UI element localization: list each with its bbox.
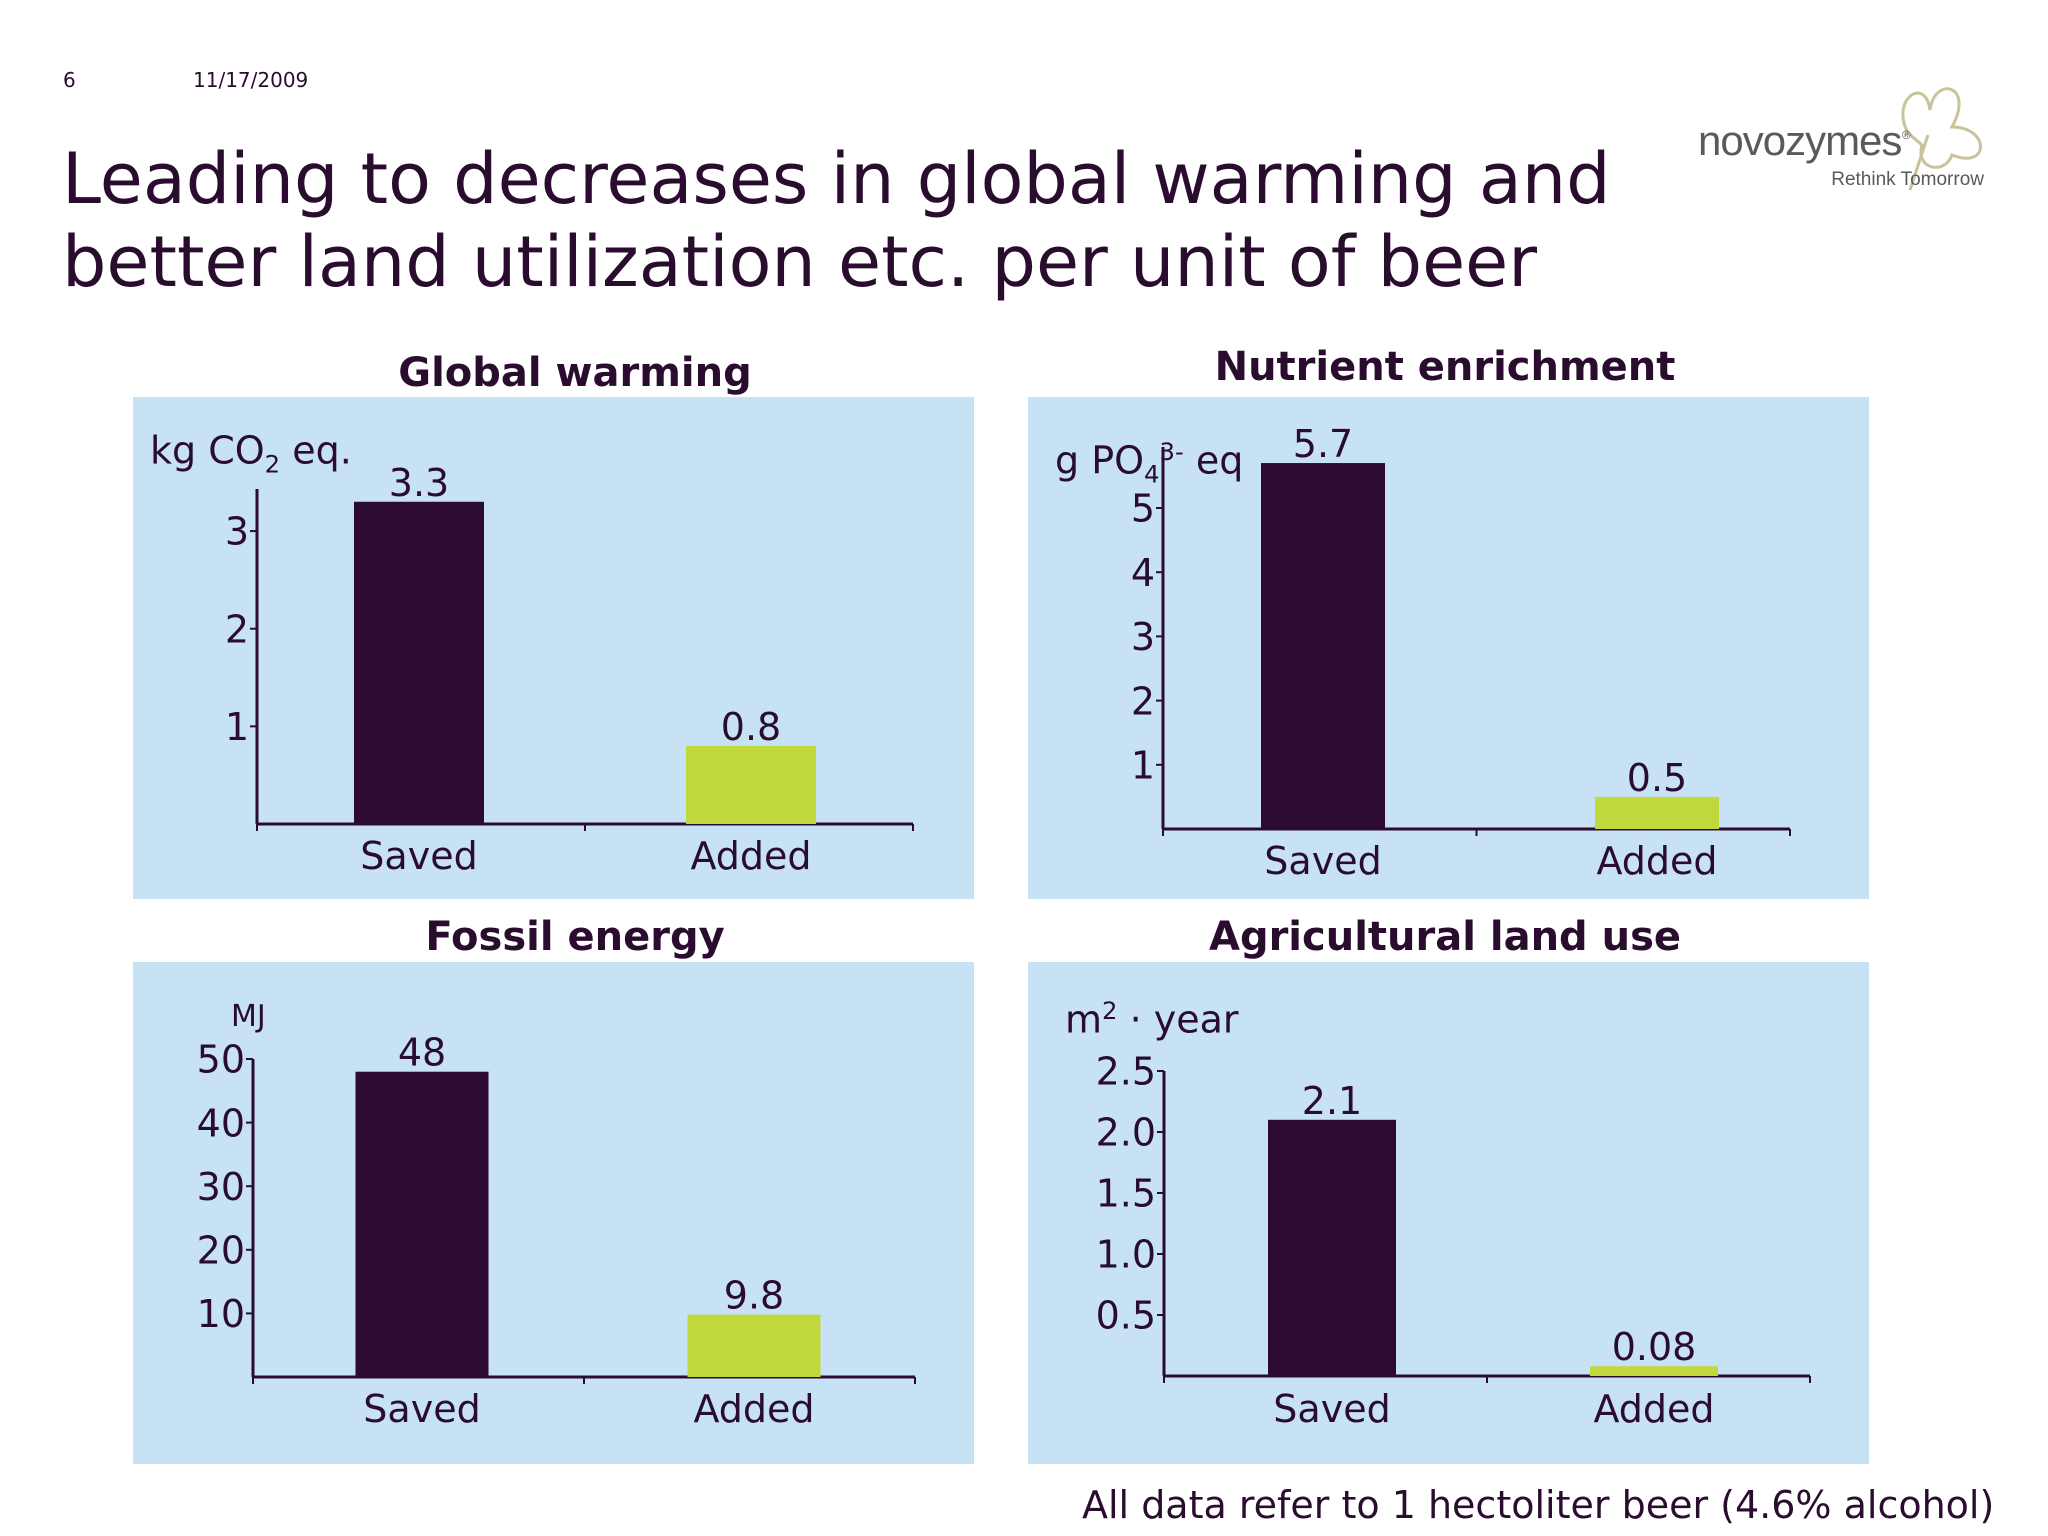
- y-tick-label: 50: [197, 1038, 245, 1082]
- y-tick-label: 40: [197, 1101, 245, 1145]
- y-tick-label: 5: [1131, 487, 1155, 531]
- category-label-added: Added: [1593, 1387, 1714, 1431]
- chart-title-nutrient-enrichment: Nutrient enrichment: [1214, 344, 1676, 390]
- y-unit-label: kg CO2 eq.: [150, 428, 352, 479]
- y-tick-label: 3: [225, 510, 249, 554]
- bar-added: [686, 745, 816, 824]
- y-tick-label: 2: [225, 607, 249, 651]
- y-tick-label: 20: [197, 1228, 245, 1272]
- y-tick-label: 1.5: [1096, 1172, 1156, 1216]
- chart-title-agricultural-land-use: Agricultural land use: [1208, 914, 1682, 960]
- category-label-saved: Saved: [360, 834, 477, 878]
- value-label-added: 0.5: [1627, 756, 1687, 800]
- y-tick-label: 3: [1131, 615, 1155, 659]
- category-label-added: Added: [1596, 839, 1717, 883]
- clover-icon: [1901, 87, 1982, 191]
- value-label-saved: 2.1: [1302, 1079, 1362, 1123]
- logo-tagline: Rethink Tomorrow: [1831, 169, 1984, 190]
- y-tick-label: 1: [225, 705, 249, 749]
- slide-title: Leading to decreases in global warming a…: [62, 138, 1611, 303]
- value-label-added: 0.08: [1612, 1325, 1697, 1369]
- y-tick-label: 2.0: [1096, 1111, 1156, 1155]
- y-tick-label: 10: [197, 1292, 245, 1336]
- category-label-saved: Saved: [1264, 839, 1381, 883]
- chart-title-global-warming: Global warming: [398, 350, 752, 396]
- chart-svg: 1 2 3 3.3 Saved 0.8 Added: [225, 461, 914, 878]
- value-label-saved: 5.7: [1293, 422, 1353, 466]
- value-label-added: 9.8: [724, 1274, 784, 1318]
- y-tick-label: 30: [197, 1165, 245, 1209]
- slide-date: 11/17/2009: [193, 68, 309, 92]
- value-label-saved: 3.3: [389, 461, 449, 505]
- chart-svg: 0.5 1.0 1.5 2.0 2.5 2.1 Saved 0.08 Added: [1096, 1050, 1811, 1431]
- category-label-saved: Saved: [1273, 1387, 1390, 1431]
- chart-agricultural-land-use: m2 · year 0.5 1.0 1.5 2.0 2.5 2.1 Saved 0.08 Add…: [1028, 962, 1869, 1464]
- chart-nutrient-enrichment: g PO43- eq 1 2 3 4 5 5.7 Saved 0.5 Added: [1028, 397, 1869, 899]
- category-label-added: Added: [693, 1387, 814, 1431]
- bar-added: [687, 1314, 821, 1377]
- value-label-added: 0.8: [721, 705, 781, 749]
- y-unit-label: m2 · year: [1065, 996, 1239, 1042]
- y-tick-label: 2: [1131, 679, 1155, 723]
- bar-added: [1595, 796, 1719, 829]
- chart-svg: 10 20 30 40 50 48 Saved 9.8 Added: [197, 1031, 916, 1431]
- y-tick-label: 4: [1131, 551, 1155, 595]
- chart-title-fossil-energy: Fossil energy: [425, 914, 725, 960]
- bar-added: [1590, 1366, 1718, 1376]
- y-tick-label: 2.5: [1096, 1050, 1156, 1094]
- slide-number: 6: [63, 68, 76, 92]
- y-tick-label: 0.5: [1096, 1294, 1156, 1338]
- chart-fossil-energy: MJ 10 20 30 40 50 48 Saved 9.8 Added: [133, 962, 974, 1464]
- logo-brand: novozymes: [1698, 117, 1901, 164]
- y-tick-label: 1.0: [1096, 1233, 1156, 1277]
- bar-saved: [1268, 1119, 1396, 1376]
- novozymes-logo: novozymes ® Rethink Tomorrow: [1698, 87, 1984, 191]
- chart-global-warming: kg CO2 eq. 1 2 3 3.3 Saved 0.8 Added: [133, 397, 974, 899]
- bar-saved: [355, 1071, 489, 1377]
- category-label-added: Added: [690, 834, 811, 878]
- bar-saved: [354, 501, 484, 824]
- y-tick-label: 1: [1131, 743, 1155, 787]
- bar-saved: [1261, 463, 1385, 829]
- category-label-saved: Saved: [363, 1387, 480, 1431]
- y-unit-label: MJ: [231, 999, 266, 1034]
- footnote: All data refer to 1 hectoliter beer (4.6…: [1082, 1483, 1995, 1527]
- value-label-saved: 48: [398, 1031, 446, 1075]
- logo-registered-mark: ®: [1902, 128, 1911, 142]
- chart-svg: 1 2 3 4 5 5.7 Saved 0.5 Added: [1131, 422, 1791, 883]
